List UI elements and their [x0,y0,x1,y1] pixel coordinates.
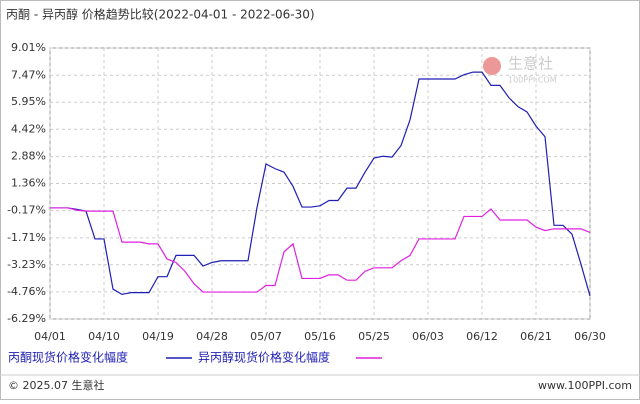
series-line [50,71,591,297]
y-tick-label: 9.01% [11,41,46,54]
watermark: 生意社 100PPI.COM [483,55,557,85]
y-tick-label: 2.88% [11,150,46,163]
legend-label: 异丙醇现货价格变化幅度 [198,350,330,365]
y-tick-label: -3.23% [7,258,46,271]
x-tick-label: 05/25 [358,330,390,343]
footer-url: www.100PPI.com [538,379,632,392]
watermark-logo [483,57,501,75]
y-tick-label: 1.36% [11,177,46,190]
x-tick-label: 06/03 [412,330,444,343]
x-tick-label: 06/12 [466,330,498,343]
x-tick-label: 04/28 [196,330,228,343]
y-tick-label: 5.95% [11,95,46,108]
x-tick-label: 05/16 [304,330,336,343]
y-tick-label: 7.47% [11,68,46,81]
series-line [50,207,591,293]
watermark-site: 100PPI.COM [508,76,557,85]
x-tick-label: 04/19 [142,330,174,343]
legend-label: 丙酮现货价格变化幅度 [8,350,128,365]
y-tick-label: -6.29% [7,312,46,325]
footer-copyright: © 2025.07 生意社 [8,378,104,392]
watermark-brand: 生意社 [508,55,553,73]
x-tick-label: 04/01 [34,330,66,343]
x-tick-label: 05/07 [250,330,282,343]
y-tick-label: 4.42% [11,122,46,135]
y-tick-label: -0.17% [7,204,46,217]
x-tick-label: 04/10 [88,330,120,343]
chart-title: 丙酮 - 异丙醇 价格趋势比较(2022-04-01 - 2022-06-30) [6,7,315,22]
x-tick-label: 06/21 [520,330,552,343]
y-tick-label: -1.71% [7,231,46,244]
y-tick-label: -4.76% [7,285,46,298]
x-tick-label: 06/30 [574,330,606,343]
